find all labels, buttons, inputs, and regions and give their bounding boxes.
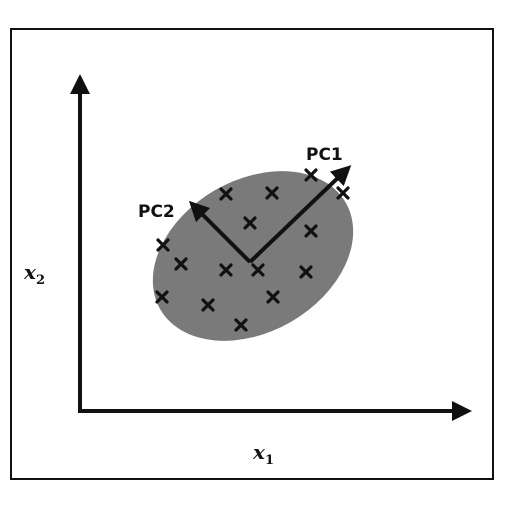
data-point-marker xyxy=(234,318,248,332)
y-axis-label-subscript: 2 xyxy=(36,273,45,288)
x-axis-label-subscript: 1 xyxy=(265,453,274,468)
data-point-marker xyxy=(219,187,233,201)
data-point-marker xyxy=(299,265,313,279)
data-point-marker xyxy=(304,224,318,238)
data-ellipse xyxy=(152,171,354,341)
pc2-label: PC2 xyxy=(138,202,175,222)
x-axis-label: x1 xyxy=(252,440,274,468)
data-point-marker xyxy=(219,263,233,277)
x-axis-label-base: x xyxy=(252,440,266,464)
data-point-marker xyxy=(155,290,169,304)
pc1-label: PC1 xyxy=(306,145,343,165)
data-point-marker xyxy=(251,263,265,277)
data-points xyxy=(155,168,350,332)
data-point-marker xyxy=(201,298,215,312)
pc2-arrow xyxy=(188,200,252,264)
y-axis-label: x2 xyxy=(23,260,45,288)
data-point-marker xyxy=(243,216,257,230)
data-point-marker xyxy=(156,238,170,252)
data-point-marker xyxy=(265,186,279,200)
data-point-marker xyxy=(304,168,318,182)
y-axis-label-base: x xyxy=(23,260,37,284)
data-point-marker xyxy=(336,186,350,200)
data-point-marker xyxy=(266,290,280,304)
data-point-marker xyxy=(174,257,188,271)
pc1-arrow xyxy=(248,165,352,264)
